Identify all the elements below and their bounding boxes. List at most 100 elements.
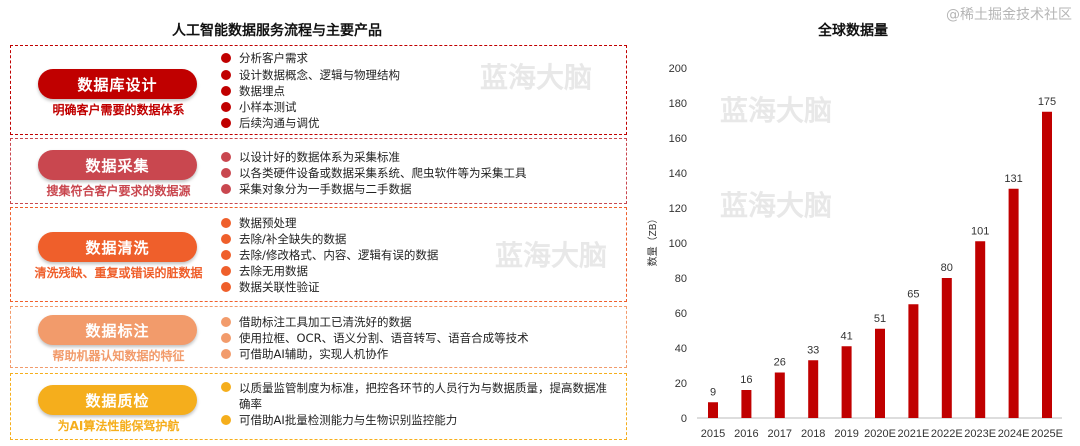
bullet-item: 分析客户需求: [221, 51, 308, 65]
bullet-dot-icon: [221, 168, 231, 178]
chart-title: 全球数据量: [818, 23, 888, 39]
x-tick-label: 2015: [701, 428, 725, 440]
bullet-item: 采集对象分为一手数据与二手数据: [221, 182, 412, 196]
bar-2022E: [941, 278, 952, 418]
x-tick-label: 2016: [734, 428, 758, 440]
bar-2020E: [875, 328, 885, 418]
bullet-item: 去除/补全缺失的数据: [221, 232, 346, 246]
bullet-dot-icon: [221, 333, 231, 343]
bullet-item: 借助标注工具加工已清洗好的数据: [221, 315, 412, 329]
y-tick-label: 20: [675, 378, 687, 390]
section-5: 数据质检 为AI算法性能保驾护航 以质量监管制度为标准，把控各环节的人员行为与数据…: [10, 373, 627, 440]
bullet-item: 以质量监管制度为标准，把控各环节的人员行为与数据质量，提高数据准确率: [221, 380, 614, 412]
y-axis-label: 数量（ZB）: [646, 214, 659, 267]
data-label: 9: [710, 386, 716, 398]
step-pill: 数据采集: [38, 150, 197, 180]
bullet-dot-icon: [221, 118, 231, 128]
y-tick-label: 180: [669, 98, 687, 110]
x-tick-label: 2023E: [964, 428, 996, 440]
y-tick-label: 100: [669, 238, 687, 250]
step-subtitle: 帮助机器认知数据的特征: [52, 349, 185, 363]
bar-2015: [708, 402, 718, 418]
data-label: 131: [1004, 173, 1022, 185]
bullet-item: 数据预处理: [221, 216, 297, 230]
x-tick-label: 2018: [801, 428, 825, 440]
bar-2023E: [975, 241, 986, 418]
bullet-item: 数据关联性验证: [221, 280, 320, 294]
y-tick-label: 200: [669, 63, 687, 75]
bullet-dot-icon: [221, 250, 231, 260]
step-pill: 数据库设计: [38, 69, 197, 99]
x-tick-label: 2020E: [864, 428, 896, 440]
y-tick-label: 120: [669, 203, 687, 215]
section-4: 数据标注 帮助机器认知数据的特征 借助标注工具加工已清洗好的数据使用拉框、OCR、…: [10, 306, 627, 368]
y-tick-label: 160: [669, 133, 687, 145]
x-tick-label: 2024E: [998, 428, 1030, 440]
bullet-dot-icon: [221, 218, 231, 228]
data-label: 41: [840, 330, 852, 342]
step-pill: 数据标注: [38, 315, 197, 345]
data-label: 33: [807, 344, 819, 356]
bullet-dot-icon: [221, 152, 231, 162]
step-subtitle: 搜集符合客户要求的数据源: [46, 184, 191, 198]
data-label: 101: [971, 225, 989, 237]
bar-2018: [808, 360, 819, 418]
bullet-dot-icon: [221, 317, 231, 327]
data-label: 80: [941, 262, 953, 274]
bullet-item: 数据埋点: [221, 84, 285, 98]
bullet-dot-icon: [221, 53, 231, 63]
y-tick-label: 0: [681, 413, 687, 425]
section-1: 数据库设计 明确客户需要的数据体系 分析客户需求设计数据概念、逻辑与物理结构 数据埋…: [10, 45, 627, 135]
bullet-dot-icon: [221, 86, 231, 96]
bar-2017: [774, 372, 785, 418]
bullet-item: 去除/修改格式、内容、逻辑有误的数据: [221, 248, 438, 262]
bullet-item: 以设计好的数据体系为采集标准: [221, 150, 400, 164]
bullet-dot-icon: [221, 415, 231, 425]
step-subtitle: 清洗残缺、重复或错误的脏数据: [34, 266, 203, 280]
bullet-dot-icon: [221, 282, 231, 292]
bullet-item: 小样本测试: [221, 100, 297, 114]
step-pill: 数据清洗: [38, 232, 197, 262]
bar-2025E: [1042, 111, 1052, 418]
data-label: 51: [874, 313, 886, 325]
y-tick-label: 140: [669, 168, 687, 180]
data-label: 26: [774, 357, 786, 369]
bullet-item: 可借助AI批量检测能力与生物识别监控能力: [221, 413, 457, 427]
step-subtitle: 明确客户需要的数据体系: [52, 103, 185, 117]
left-title: 人工智能数据服务流程与主要产品: [172, 23, 382, 39]
data-label: 65: [907, 288, 919, 300]
y-tick-label: 60: [675, 308, 687, 320]
bullet-dot-icon: [221, 349, 231, 359]
x-tick-label: 2025E: [1031, 428, 1063, 440]
bar-2021E: [908, 304, 919, 418]
bullet-item: 使用拉框、OCR、语义分割、语音转写、语音合成等技术: [221, 331, 529, 345]
step-subtitle: 为AI算法性能保驾护航: [57, 419, 180, 433]
data-label: 16: [740, 374, 752, 386]
bullet-dot-icon: [221, 234, 231, 244]
bar-2019: [841, 346, 852, 418]
bar-2024E: [1008, 188, 1019, 418]
y-tick-label: 40: [675, 343, 687, 355]
x-tick-label: 2019: [834, 428, 858, 440]
bullet-dot-icon: [221, 70, 231, 80]
section-3: 数据清洗 清洗残缺、重复或错误的脏数据 数据预处理去除/补全缺失的数据去除/修改格…: [10, 207, 627, 302]
source-watermark: @稀土掘金技术社区: [946, 7, 1072, 23]
bullet-dot-icon: [221, 266, 231, 276]
bullet-item: 以各类硬件设备或数据采集系统、爬虫软件等为采集工具: [221, 166, 527, 180]
step-pill: 数据质检: [38, 385, 197, 415]
x-tick-label: 2022E: [931, 428, 963, 440]
data-label: 175: [1038, 96, 1056, 108]
y-tick-label: 80: [675, 273, 687, 285]
bullet-item: 后续沟通与调优: [221, 116, 320, 130]
bullet-dot-icon: [221, 184, 231, 194]
bullet-item: 设计数据概念、逻辑与物理结构: [221, 68, 400, 82]
bullet-item: 去除无用数据: [221, 264, 308, 278]
x-tick-label: 2017: [768, 428, 792, 440]
bullet-dot-icon: [221, 382, 231, 392]
section-2: 数据采集 搜集符合客户要求的数据源 以设计好的数据体系为采集标准以各类硬件设备或数…: [10, 138, 627, 204]
bullet-item: 可借助AI辅助，实现人机协作: [221, 347, 388, 361]
bar-2016: [741, 390, 752, 418]
x-tick-label: 2021E: [897, 428, 929, 440]
bullet-dot-icon: [221, 102, 231, 112]
